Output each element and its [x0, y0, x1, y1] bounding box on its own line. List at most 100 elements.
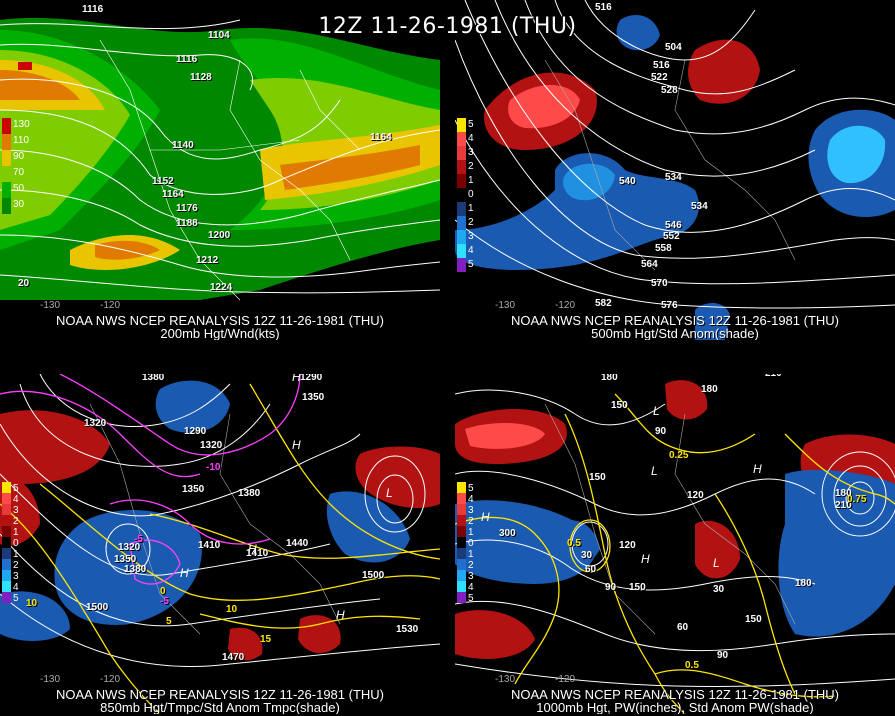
contour-label: 1290	[300, 374, 323, 383]
legend-label: 0	[468, 189, 474, 200]
contour-label: 210	[835, 500, 852, 511]
legend-item: 2	[457, 515, 495, 527]
legend-label: 1	[13, 549, 19, 560]
legend-label: 3	[468, 231, 474, 242]
temperature-label: 0	[160, 586, 166, 597]
std-anomaly-legend: 5 4 3 2 1 0 1 2 3 4 5	[457, 118, 495, 272]
legend-swatch	[457, 160, 466, 174]
height-contour	[0, 109, 440, 195]
legend-swatch	[457, 174, 466, 188]
contour-label: 60	[677, 622, 689, 633]
panel-subcaption: 850mb Hgt/Tmpc/Std Anom Tmpc(shade)	[100, 700, 340, 715]
contour-label: 180	[795, 578, 812, 589]
pw-contour	[564, 413, 686, 714]
legend-swatch	[457, 188, 466, 202]
legend-item: 4	[2, 493, 40, 505]
legend-swatch	[457, 515, 466, 526]
legend-label: 1	[468, 175, 474, 186]
height-contour	[821, 451, 895, 537]
legend-item: 5	[457, 118, 495, 132]
legend-item: 5	[457, 592, 495, 604]
legend-label: 4	[468, 582, 474, 593]
longitude-label: -130	[495, 674, 516, 685]
wind-shade-110	[0, 70, 420, 260]
height-contour	[455, 600, 895, 652]
height-contour	[455, 39, 895, 259]
contour-label: 1470	[222, 652, 245, 663]
map-500mb	[455, 0, 895, 340]
legend-swatch	[457, 581, 466, 592]
contour-label: 1152	[152, 176, 174, 187]
low-pressure-marker: L	[653, 404, 660, 418]
legend-item: 1	[2, 548, 40, 560]
contour-label: 60	[585, 564, 597, 575]
height-contour	[845, 481, 875, 515]
longitude-label: -120	[555, 674, 576, 685]
contour-label: 1500	[362, 570, 385, 581]
contour-label: 1350	[182, 484, 205, 495]
contour-label: 546	[665, 220, 682, 231]
anomaly-shade-positive	[0, 410, 110, 484]
contour-label: 558	[655, 243, 672, 254]
height-contour	[364, 455, 426, 533]
height-contour	[0, 274, 440, 294]
legend-swatch	[2, 592, 11, 603]
legend-swatch	[457, 132, 466, 146]
temp-anomaly-legend: 5 4 3 2 1 0 1 2 3 4 5	[2, 482, 40, 604]
height-contour	[455, 663, 895, 688]
contour-label: 150	[589, 472, 606, 483]
temperature-label: -5	[160, 596, 169, 607]
legend-swatch	[2, 150, 11, 166]
page-title: 12Z 11-26-1981 (THU)	[318, 14, 577, 39]
contour-label: 1212	[196, 255, 219, 266]
anomaly-shade-negative	[616, 15, 660, 51]
legend-item: 0	[2, 537, 40, 549]
height-contour	[524, 0, 895, 135]
contour-label: 1176	[176, 203, 198, 214]
legend-item: 5	[457, 482, 495, 494]
legend-swatch	[457, 570, 466, 581]
legend-label: 90	[13, 151, 25, 162]
legend-label: 110	[13, 135, 29, 146]
contour-label: 522	[651, 72, 668, 83]
contour-label: 150	[611, 400, 628, 411]
legend-label: 1	[468, 203, 474, 214]
height-contour	[105, 523, 151, 575]
legend-label: 5	[468, 593, 474, 604]
legend-swatch	[457, 537, 466, 548]
temperature-contour	[149, 513, 440, 559]
contour-label: 516	[653, 60, 670, 71]
height-contour	[39, 374, 231, 428]
legend-label: 4	[13, 494, 19, 505]
pw-label: 0.5	[685, 660, 699, 671]
coastline	[544, 59, 796, 271]
legend-label: 3	[468, 571, 474, 582]
legend-item: 1	[457, 174, 495, 188]
panel-1000mb: 5 4 3 2 1 0 1 2 3 4 5 -130 -120 180 150 …	[455, 374, 895, 714]
contour-label: 1188	[176, 218, 198, 229]
contour-label: 1104	[208, 30, 230, 41]
legend-swatch	[2, 493, 11, 504]
legend-item: 4	[2, 581, 40, 593]
legend-swatch	[2, 537, 11, 548]
contour-label: 90	[717, 650, 729, 661]
low-pressure-marker: L	[386, 486, 393, 500]
legend-item: 1	[2, 526, 40, 538]
contour-label: 90	[655, 426, 667, 437]
legend-label: 1	[468, 549, 474, 560]
contour-label: 150	[629, 582, 646, 593]
legend-item: 3	[457, 146, 495, 160]
legend-swatch	[2, 559, 11, 570]
contour-label: 180	[835, 488, 852, 499]
pw-label: 0.75	[847, 494, 867, 505]
pw-contour	[714, 493, 796, 695]
pw-contour	[569, 519, 611, 573]
legend-item: 0	[457, 537, 495, 549]
legend-swatch	[457, 559, 466, 570]
legend-swatch	[457, 526, 466, 537]
temperature-contour-cold	[129, 539, 181, 585]
height-contour	[0, 423, 361, 517]
panel-subcaption: 500mb Hgt/Std Anom(shade)	[591, 326, 759, 341]
legend-swatch	[457, 230, 466, 244]
wind-speed-legend: 130 110 90 70 50 30	[2, 118, 40, 214]
